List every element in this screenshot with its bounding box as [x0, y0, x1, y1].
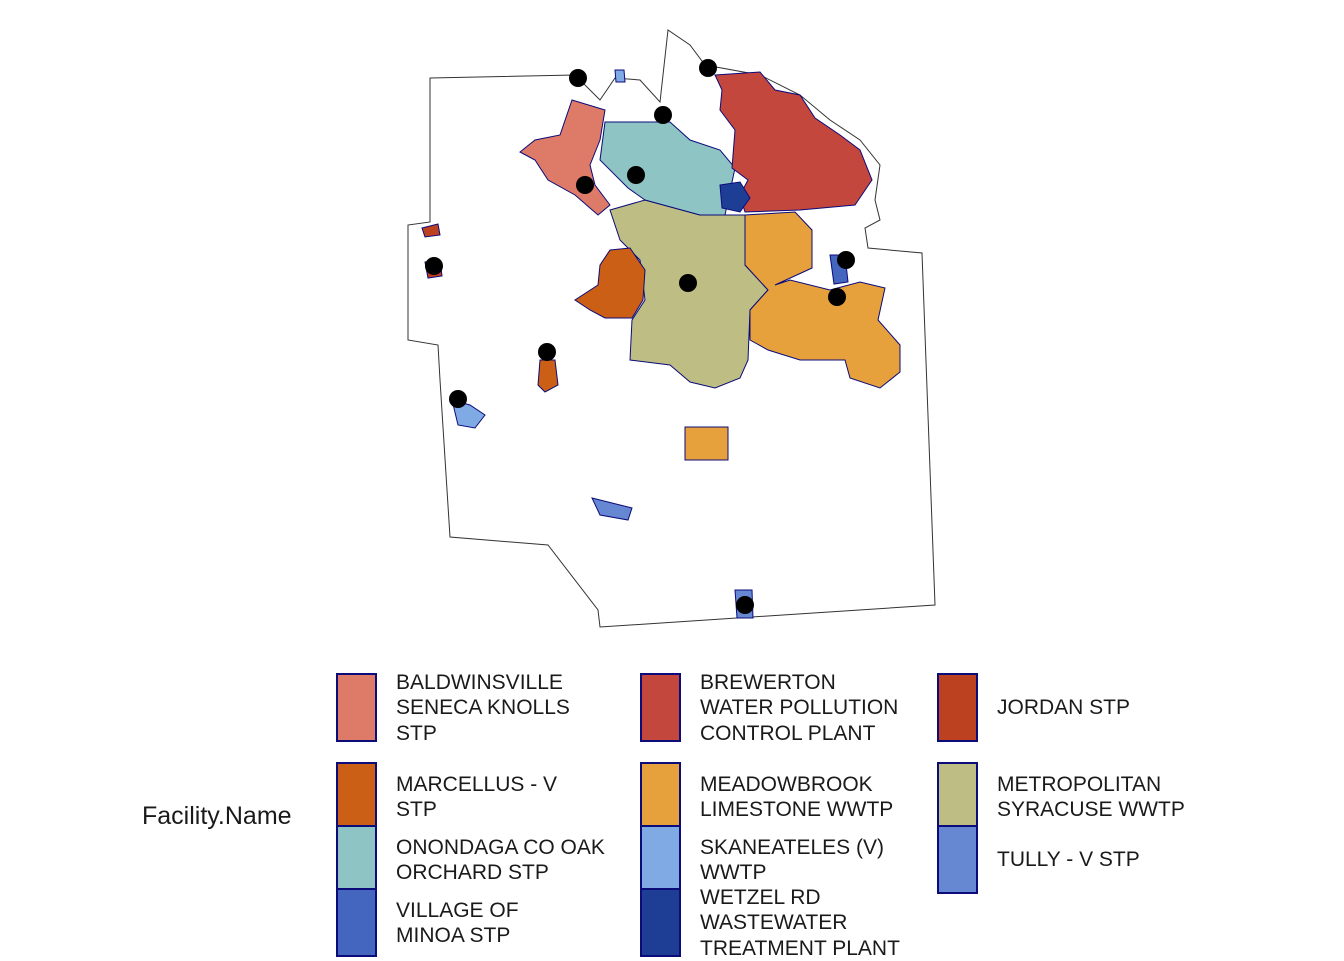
- facility-markers: [425, 59, 855, 614]
- region-brewerton: [714, 71, 873, 213]
- legend-swatch: [336, 673, 377, 742]
- legend-label: TULLY - V STP: [997, 848, 1140, 872]
- facility-marker: [837, 251, 855, 269]
- facility-marker: [828, 288, 846, 306]
- facility-marker: [576, 176, 594, 194]
- region-marcellus: [574, 247, 646, 319]
- region-metropolitan-syracuse: [609, 199, 769, 389]
- legend-label: METROPOLITAN SYRACUSE WWTP: [997, 772, 1185, 821]
- legend-swatch: [336, 888, 377, 957]
- region-meadowbrook-limestone: [744, 211, 901, 389]
- region-jordan: [421, 223, 441, 238]
- region-wetzel-rd: [719, 181, 751, 213]
- facility-marker: [569, 69, 587, 87]
- legend-label: SKANEATELES (V) WWTP: [700, 835, 884, 884]
- facility-marker: [699, 59, 717, 77]
- facility-marker: [449, 390, 467, 408]
- legend-label: MARCELLUS - V STP: [396, 772, 558, 821]
- legend-swatch: [640, 825, 681, 894]
- legend-title: Facility.Name: [142, 802, 292, 830]
- facility-marker: [425, 257, 443, 275]
- legend-swatch: [937, 673, 978, 742]
- legend-swatch: [336, 825, 377, 894]
- legend-swatch: [640, 673, 681, 742]
- facility-marker: [538, 343, 556, 361]
- legend-label: JORDAN STP: [997, 696, 1131, 720]
- legend-label: MEADOWBROOK LIMESTONE WWTP: [700, 772, 894, 821]
- legend-label: ONONDAGA CO OAK ORCHARD STP: [396, 835, 605, 884]
- legend-label: WETZEL RD WASTEWATER TREATMENT PLANT: [700, 886, 900, 960]
- legend-label: VILLAGE OF MINOA STP: [396, 898, 519, 947]
- legend-swatch: [640, 888, 681, 957]
- region-meadowbrook-limestone-south: [684, 426, 729, 461]
- legend-swatch: [336, 762, 377, 831]
- legend-swatch: [640, 762, 681, 831]
- facility-marker: [679, 274, 697, 292]
- region-tully-2: [591, 497, 633, 521]
- legend-label: BREWERTON WATER POLLUTION CONTROL PLANT: [700, 671, 899, 745]
- facility-marker: [654, 106, 672, 124]
- region-marcellus-south: [537, 359, 559, 393]
- facility-marker: [627, 166, 645, 184]
- county-map: [407, 29, 936, 628]
- legend-swatch: [937, 825, 978, 894]
- legend-swatch: [937, 762, 978, 831]
- region-oak-orchard: [599, 121, 736, 216]
- facility-marker: [736, 596, 754, 614]
- legend-label: BALDWINSVILLE SENECA KNOLLS STP: [396, 671, 570, 745]
- region-skaneateles-2: [614, 69, 626, 83]
